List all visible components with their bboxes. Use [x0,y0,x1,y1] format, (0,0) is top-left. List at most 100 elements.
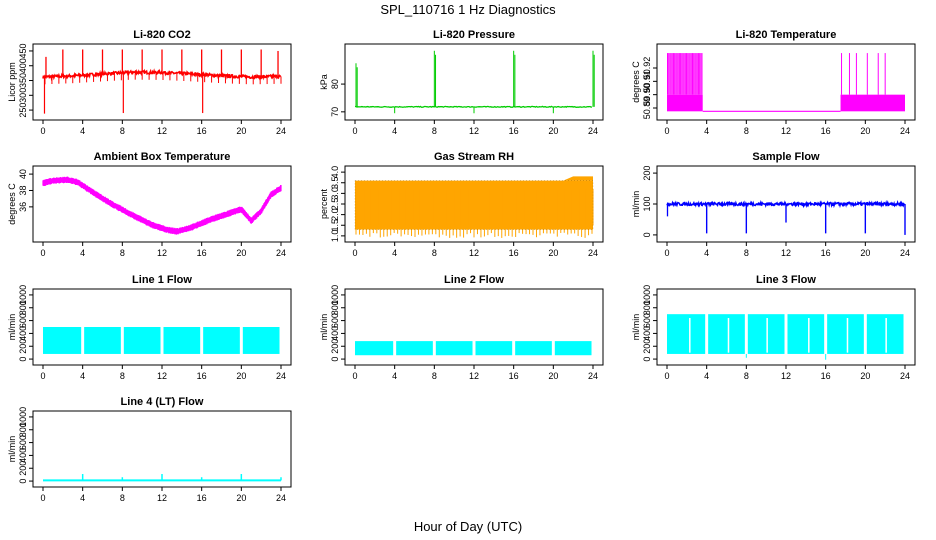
y-axis-label-sample_flow: ml/min [631,191,641,218]
x-tick-label: 16 [197,126,207,136]
x-tick-label: 12 [781,371,791,381]
y-tick-label: 600 [18,435,28,450]
x-tick-label: 24 [276,371,286,381]
series-band [708,314,745,354]
y-tick-label: 1000 [18,285,28,305]
x-tick-label: 4 [80,248,85,258]
series-band [787,314,825,354]
series-band [515,341,552,356]
y-tick-label: 40 [18,169,28,179]
y-tick-label: 200 [330,339,340,354]
x-tick-label: 0 [40,126,45,136]
x-tick-label: 0 [352,248,357,258]
y-tick-label: 400 [18,448,28,463]
y-axis-label-line1: ml/min [7,314,17,341]
y-tick-label: 600 [642,313,652,328]
x-tick-label: 12 [469,126,479,136]
y-tick-label: 400 [330,326,340,341]
x-tick-label: 16 [509,126,519,136]
x-tick-label: 16 [197,371,207,381]
panel-title-licor_temp: Li-820 Temperature [736,29,837,41]
y-tick-label: 1000 [330,285,340,305]
y-axis-label-co2: Licor ppm [7,62,17,102]
y-tick-label: 0 [18,479,28,484]
series-band-texture [354,180,594,230]
x-tick-label: 20 [548,126,558,136]
x-tick-label: 20 [548,248,558,258]
series-band [667,94,703,112]
y-tick-label: 300 [18,88,28,103]
y-tick-label: 50.89 [642,97,652,120]
series-line3 [667,314,904,360]
x-tick-label: 4 [392,248,397,258]
x-tick-label: 16 [821,248,831,258]
y-axis-label-line3: ml/min [631,314,641,341]
series-band [242,327,280,354]
series-band [123,327,161,354]
y-tick-label: 100 [642,196,652,211]
y-tick-label: 600 [330,313,340,328]
series-line1 [43,327,280,354]
y-tick-label: 400 [18,326,28,341]
figure-title: SPL_110716 1 Hz Diagnostics [380,2,556,17]
panel-title-rh: Gas Stream RH [434,151,514,163]
y-tick-label: 0 [642,357,652,362]
x-tick-label: 0 [352,371,357,381]
series-band [435,341,473,356]
series-band [866,314,904,354]
y-tick-label: 450 [18,43,28,58]
y-tick-label: 2.5 [330,198,340,211]
x-tick-label: 16 [821,126,831,136]
x-tick-label: 4 [392,126,397,136]
panel-title-co2: Li-820 CO2 [133,29,190,41]
y-tick-label: 70 [330,107,340,117]
x-tick-label: 12 [157,493,167,503]
series-box_temp [42,176,282,235]
panel-rh: Gas Stream RH 0 4 8 12 16 20 24 1.01.52.02.53.03… [319,151,604,258]
y-axis-label-line2: ml/min [319,314,329,341]
panel-title-pressure: Li-820 Pressure [433,29,515,41]
series-co2 [42,49,282,114]
x-tick-label: 12 [469,371,479,381]
x-tick-label: 8 [120,371,125,381]
y-axis-label-line4: ml/min [7,436,17,463]
x-tick-label: 8 [744,126,749,136]
x-tick-label: 8 [432,248,437,258]
y-tick-label: 1000 [18,407,28,427]
x-tick-label: 4 [392,371,397,381]
x-tick-label: 24 [276,493,286,503]
y-tick-label: 50.92 [642,57,652,80]
panel-title-box_temp: Ambient Box Temperature [94,151,231,163]
y-tick-label: 0 [330,357,340,362]
x-tick-label: 8 [744,248,749,258]
series-band [563,176,593,181]
series-line [666,199,905,209]
x-tick-label: 24 [276,248,286,258]
x-tick-label: 24 [588,248,598,258]
x-tick-label: 0 [352,126,357,136]
y-tick-label: 800 [18,300,28,315]
panel-title-sample_flow: Sample Flow [752,151,820,163]
y-tick-label: 350 [18,73,28,88]
y-tick-label: 80 [330,79,340,89]
x-tick-label: 12 [781,248,791,258]
x-tick-label: 0 [664,126,669,136]
y-axis-label-licor_temp: degrees C [631,61,641,103]
x-tick-label: 20 [236,493,246,503]
series-band [747,314,785,354]
x-tick-label: 24 [276,126,286,136]
series-band [355,180,593,230]
x-tick-label: 20 [548,371,558,381]
y-tick-label: 200 [18,339,28,354]
y-tick-label: 3.0 [330,187,340,200]
y-tick-label: 38 [18,185,28,195]
series-rh [354,176,594,238]
series-band [827,314,864,354]
x-tick-label: 8 [432,126,437,136]
panel-title-line3: Line 3 Flow [756,274,816,286]
series-band [667,314,706,354]
x-tick-label: 0 [664,248,669,258]
